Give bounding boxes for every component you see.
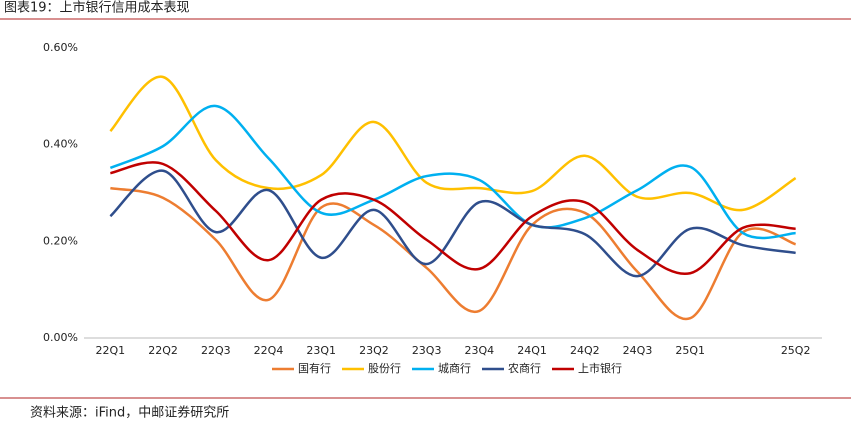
legend-label: 股份行 bbox=[368, 362, 401, 375]
legend-label: 农商行 bbox=[508, 361, 541, 375]
x-tick-label: 24Q3 bbox=[623, 344, 653, 357]
series-line bbox=[109, 75, 797, 212]
x-tick-label: 23Q4 bbox=[465, 344, 495, 357]
series-line bbox=[109, 169, 796, 278]
y-tick-label: 0.00% bbox=[43, 331, 78, 344]
x-tick-label: 23Q2 bbox=[359, 344, 389, 357]
y-tick-label: 0.20% bbox=[43, 234, 78, 247]
legend-label: 国有行 bbox=[298, 361, 331, 375]
x-tick-label: 25Q2 bbox=[781, 344, 811, 357]
y-tick-label: 0.40% bbox=[43, 138, 78, 151]
x-tick-label: 22Q2 bbox=[148, 344, 178, 357]
x-tick-label: 24Q2 bbox=[570, 344, 600, 357]
source-note: 资料来源：iFind，中邮证券研究所 bbox=[30, 405, 229, 421]
x-tick-label: 22Q4 bbox=[254, 344, 284, 357]
x-tick-label: 22Q3 bbox=[201, 344, 231, 357]
series-line bbox=[109, 104, 796, 240]
chart-title: 图表19：上市银行信用成本表现 bbox=[4, 0, 190, 16]
x-tick-label: 23Q3 bbox=[412, 344, 442, 357]
x-tick-label: 25Q1 bbox=[675, 344, 705, 357]
x-tick-label: 24Q1 bbox=[517, 344, 547, 357]
legend-label: 城商行 bbox=[438, 361, 471, 375]
series-line bbox=[110, 161, 796, 276]
x-tick-label: 23Q1 bbox=[306, 344, 336, 357]
x-tick-label: 22Q1 bbox=[96, 344, 126, 357]
y-tick-label: 0.60% bbox=[43, 41, 78, 54]
legend-label: 上市银行 bbox=[578, 361, 622, 375]
series-line bbox=[110, 186, 797, 321]
